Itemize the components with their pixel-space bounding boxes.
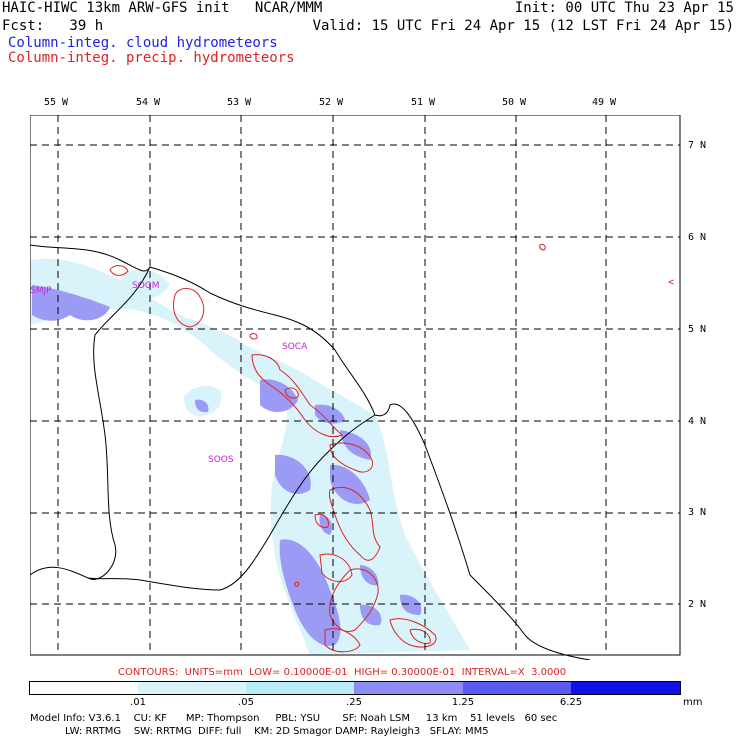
- model-info-line2: LW: RRTMG SW: RRTMG DIFF: full KM: 2D Sm…: [30, 726, 489, 737]
- lat-label-4n: 4 N: [688, 416, 707, 427]
- cloud-shading-medium: [32, 285, 422, 646]
- lon-label-55w: 55 W: [44, 97, 69, 108]
- lat-label-7n: 7 N: [688, 140, 707, 151]
- plot-title: HAIC-HIWC 13km ARW-GFS init NCAR/MMM: [2, 0, 323, 16]
- lat-label-3n: 3 N: [688, 507, 707, 518]
- lon-label-52w: 52 W: [319, 97, 344, 108]
- contour-info: CONTOURS: UNITS=mm LOW= 0.10000E-01 HIGH…: [118, 667, 567, 678]
- valid-time: Valid: 15 UTC Fri 24 Apr 15 (12 LST Fri …: [312, 18, 734, 34]
- map-frame: [30, 115, 681, 656]
- forecast-hour: Fcst: 39 h: [2, 18, 104, 34]
- legend-label-1: .05: [238, 697, 254, 708]
- legend-label-3: 1.25: [451, 697, 475, 708]
- lon-label-53w: 53 W: [227, 97, 252, 108]
- lon-label-51w: 51 W: [411, 97, 436, 108]
- lon-label-50w: 50 W: [502, 97, 527, 108]
- legend-unit: mm: [683, 697, 703, 708]
- legend-swatch-4: [463, 682, 571, 694]
- legend-swatch-5: [571, 682, 680, 694]
- legend-label-2: .25: [346, 697, 362, 708]
- station-soca: SOCA: [282, 342, 308, 352]
- lon-label-54w: 54 W: [136, 97, 161, 108]
- legend-label-0: .01: [130, 697, 146, 708]
- legend-swatch-1: [138, 682, 246, 694]
- lat-label-5n: 5 N: [688, 324, 707, 335]
- coastline-borders: [30, 244, 591, 660]
- field-cloud-label: Column-integ. cloud hydrometeors: [8, 35, 278, 51]
- station-soos: SOOS: [208, 455, 234, 465]
- lat-label-6n: 6 N: [688, 232, 707, 243]
- station-sogm: SOGM: [132, 281, 160, 291]
- lon-label-49w: 49 W: [592, 97, 617, 108]
- latlon-grid: [30, 115, 680, 655]
- field-precip-label: Column-integ. precip. hydrometeors: [8, 50, 295, 66]
- lat-label-2n: 2 N: [688, 599, 707, 610]
- shading-legend-bar: [29, 681, 681, 695]
- edge-marker: <: [668, 277, 674, 288]
- legend-swatch-2: [246, 682, 354, 694]
- station-smjp: SMJP: [30, 286, 52, 296]
- legend-swatch-0: [30, 682, 138, 694]
- model-info-line1: Model Info: V3.6.1 CU: KF MP: Thompson P…: [30, 713, 558, 724]
- legend-label-4: 6.25: [559, 697, 583, 708]
- forecast-map: SMJP SOGM SOCA SOOS <: [30, 115, 681, 660]
- station-labels: SMJP SOGM SOCA SOOS: [30, 281, 308, 465]
- legend-swatch-3: [354, 682, 463, 694]
- init-time: Init: 00 UTC Thu 23 Apr 15: [514, 0, 734, 16]
